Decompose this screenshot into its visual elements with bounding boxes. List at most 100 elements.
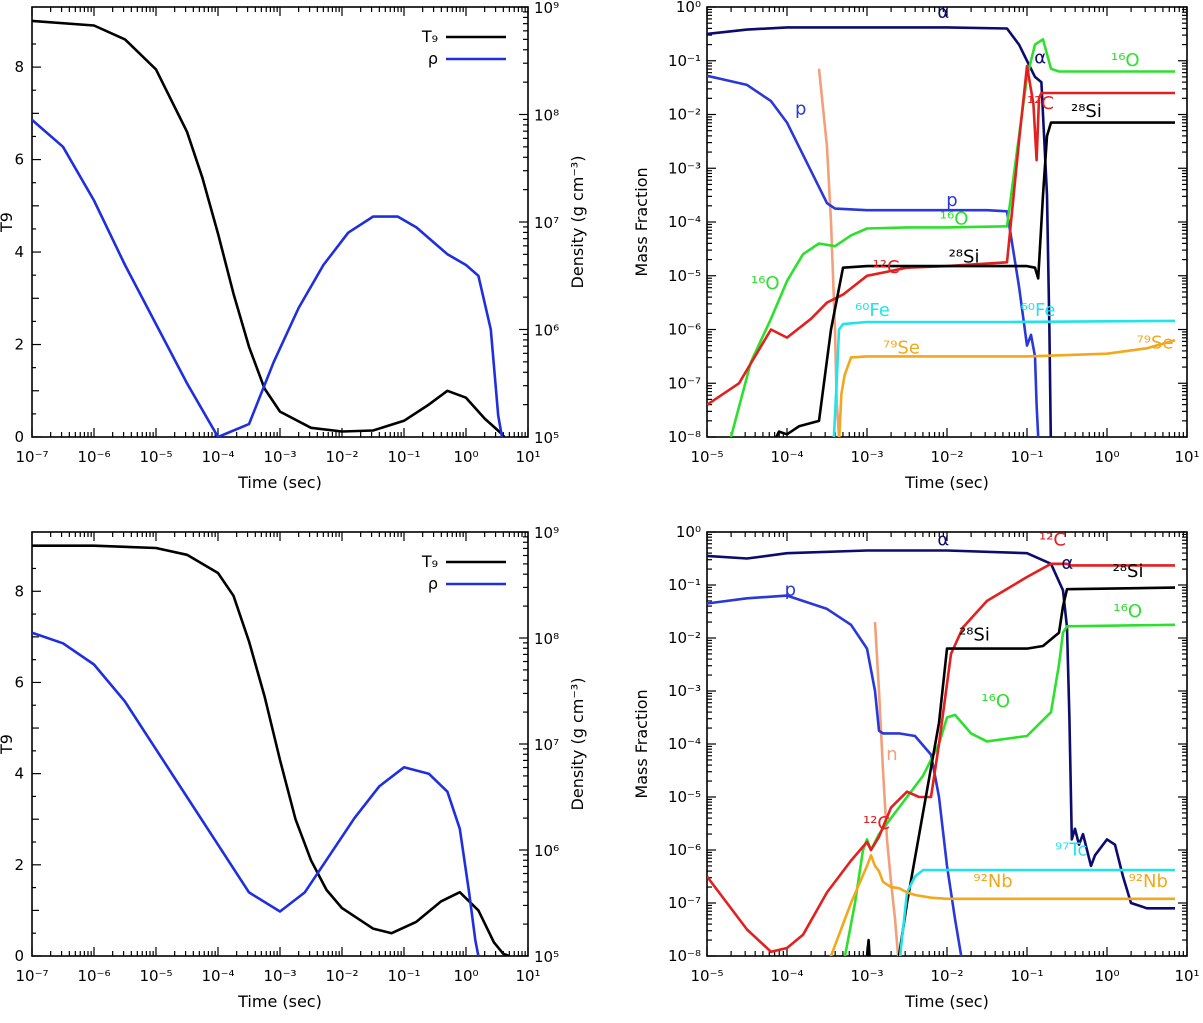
curve-label: p (795, 99, 806, 120)
y-tick-label: 10⁻³ (668, 159, 701, 177)
curve-label: ¹⁶O (1111, 50, 1140, 71)
series-line-C12 (707, 562, 1175, 954)
y2-tick-label: 10⁸ (534, 107, 559, 125)
y-tick-label: 10⁰ (676, 523, 701, 541)
curve-label: ⁷⁹Se (1137, 332, 1174, 353)
y2-axis-label: Density (g cm⁻³) (568, 678, 587, 811)
panel-top-right: 10⁻⁵ 10⁻⁴ 10⁻³ 10⁻² 10⁻¹ 10⁰ 10¹ Time (sec) 10⁻⁸… (632, 0, 1200, 492)
curve-label: α (1034, 47, 1046, 68)
y-tick-label: 10⁻⁵ (668, 788, 701, 806)
series-line-rho (32, 118, 504, 437)
x-axis-label: Time (sec) (904, 473, 989, 492)
y-tick-label: 8 (14, 582, 24, 600)
y-tick-label: 10⁰ (676, 0, 701, 16)
legend-label: ρ (428, 574, 438, 593)
y-tick-label: 10⁻⁴ (668, 213, 701, 231)
x-tick-label: 10⁻⁴ (201, 967, 234, 985)
series-line-Tc97 (898, 868, 1175, 956)
x-axis-label: Time (sec) (237, 992, 322, 1011)
x-tick-label: 10⁻² (325, 448, 358, 466)
y2-tick-label: 10⁷ (534, 214, 559, 232)
y-tick-label: 10⁻⁸ (668, 428, 701, 446)
y-tick-label: 10⁻² (668, 629, 701, 647)
series-line-Nb92 (829, 854, 1175, 956)
curve-label: ⁶⁰Fe (855, 300, 890, 321)
x-tick-label: 10⁻² (325, 967, 358, 985)
y-tick-label: 10⁻⁸ (668, 947, 701, 965)
y-tick-label: 6 (14, 151, 24, 169)
curve-label: ²⁸Si (959, 625, 990, 646)
y-tick-label: 4 (14, 765, 24, 783)
series-line-Si28 (774, 121, 1175, 437)
y-tick-label: 10⁻⁷ (668, 374, 701, 392)
y-tick-label: 10⁻¹ (668, 576, 701, 594)
curves (707, 549, 1176, 956)
y-tick-label: 4 (14, 243, 24, 261)
series-line-alpha (707, 26, 1053, 437)
curve-label: ¹²C (1039, 529, 1066, 550)
curve-label: ⁹⁷Tc (1055, 839, 1087, 860)
y2-tick-label: 10⁷ (534, 736, 559, 754)
y-tick-label: 0 (14, 947, 24, 965)
y-axis-label: Mass Fraction (632, 689, 651, 798)
x-tick-label: 10⁻⁴ (770, 448, 803, 466)
panel-bottom-left: 10⁻⁷ 10⁻⁶ 10⁻⁵ 10⁻⁴ 10⁻³ 10⁻² 10⁻¹ 10⁰ 10¹ Time (… (0, 524, 587, 1011)
curve-label: ²⁸Si (1113, 561, 1144, 582)
curve-label: p (946, 190, 957, 211)
x-tick-label: 10⁻¹ (1010, 448, 1043, 466)
y2-tick-label: 10⁹ (534, 0, 559, 17)
series-line-n (873, 622, 900, 956)
series-line-O16 (843, 623, 1176, 956)
y2-tick-label: 10⁶ (534, 322, 559, 340)
series-line-p (707, 594, 963, 956)
curve-label: ¹⁶O (940, 209, 969, 230)
y-tick-label: 10⁻¹ (668, 52, 701, 70)
curve-label: ²⁸Si (949, 246, 980, 267)
y2-tick-label: 10⁶ (534, 842, 559, 860)
y2-tick-label: 10⁹ (534, 524, 559, 542)
curve-label: p (785, 580, 796, 601)
y-tick-label: 10⁻² (668, 106, 701, 124)
x-tick-label: 10⁰ (1094, 967, 1119, 985)
curve-label: ²⁸Si (1071, 101, 1102, 122)
series-line-T9 (32, 544, 510, 956)
series-line-Fe60 (832, 319, 1176, 437)
y2-tick-label: 10⁸ (534, 630, 559, 648)
x-tick-label: 10⁻⁷ (15, 448, 48, 466)
series-line-alpha (707, 549, 1175, 910)
curve-label: ⁶⁰Fe (1021, 300, 1056, 321)
panel-bottom-right: 10⁻⁵ 10⁻⁴ 10⁻³ 10⁻² 10⁻¹ 10⁰ 10¹ Time (sec) 10⁻⁸… (632, 523, 1200, 1011)
curves (707, 26, 1176, 437)
series-line-Si28 (865, 586, 1176, 956)
y2-tick-label: 10⁵ (534, 948, 559, 966)
legend-label: T₉ (421, 552, 438, 571)
y-tick-label: 2 (14, 856, 24, 874)
x-tick-label: 10⁻¹ (387, 448, 420, 466)
y-tick-label: 10⁻⁶ (668, 841, 701, 859)
y-tick-label: 10⁻⁶ (668, 321, 701, 339)
plot-frame (31, 531, 529, 957)
series-line-T9 (32, 19, 506, 437)
y-tick-label: 6 (14, 673, 24, 691)
x-tick-label: 10⁻⁵ (690, 967, 723, 985)
y-tick-label: 10⁻³ (668, 682, 701, 700)
y-tick-label: 8 (14, 58, 24, 76)
x-tick-label: 10⁻³ (850, 967, 883, 985)
curve-label: ¹²C (863, 813, 890, 834)
y2-axis-label: Density (g cm⁻³) (568, 156, 587, 289)
x-tick-label: 10⁻⁶ (77, 967, 110, 985)
legend-label: T₉ (421, 27, 438, 46)
x-tick-label: 10⁻⁷ (15, 967, 48, 985)
curve-label: ⁹²Nb (973, 871, 1012, 892)
x-tick-label: 10¹ (515, 967, 540, 985)
x-tick-label: 10⁰ (453, 448, 478, 466)
x-tick-label: 10⁻⁵ (139, 967, 172, 985)
y-tick-label: 10⁻⁴ (668, 735, 701, 753)
curves (32, 19, 506, 437)
x-tick-label: 10¹ (1174, 967, 1199, 985)
x-tick-label: 10⁰ (453, 967, 478, 985)
y2-tick-label: 10⁵ (534, 429, 559, 447)
curve-label: ¹²C (873, 257, 900, 278)
x-axis-label: Time (sec) (237, 473, 322, 492)
x-tick-label: 10⁻² (930, 448, 963, 466)
